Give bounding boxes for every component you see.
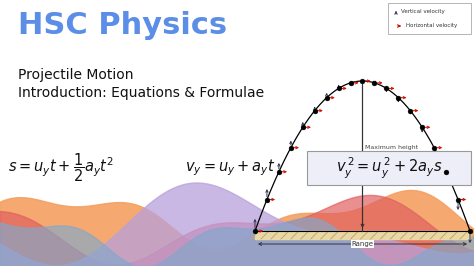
Text: $s = u_y t + \dfrac{1}{2} a_y t^2$: $s = u_y t + \dfrac{1}{2} a_y t^2$ bbox=[8, 152, 114, 184]
Text: Vertical velocity: Vertical velocity bbox=[401, 10, 445, 15]
FancyBboxPatch shape bbox=[389, 2, 472, 34]
Text: Range: Range bbox=[352, 241, 374, 247]
FancyBboxPatch shape bbox=[307, 151, 471, 185]
Text: Horizontal velocity: Horizontal velocity bbox=[406, 23, 457, 28]
Text: Introduction: Equations & Formulae: Introduction: Equations & Formulae bbox=[18, 86, 264, 100]
Text: HSC Physics: HSC Physics bbox=[18, 11, 227, 40]
Text: $v_y = u_y + a_y t$: $v_y = u_y + a_y t$ bbox=[185, 158, 275, 178]
Text: $v_y^{\,2} = u_y^{\,2} + 2a_y s$: $v_y^{\,2} = u_y^{\,2} + 2a_y s$ bbox=[336, 155, 442, 181]
Text: Maximum height: Maximum height bbox=[365, 146, 419, 151]
Text: Projectile Motion: Projectile Motion bbox=[18, 68, 134, 82]
